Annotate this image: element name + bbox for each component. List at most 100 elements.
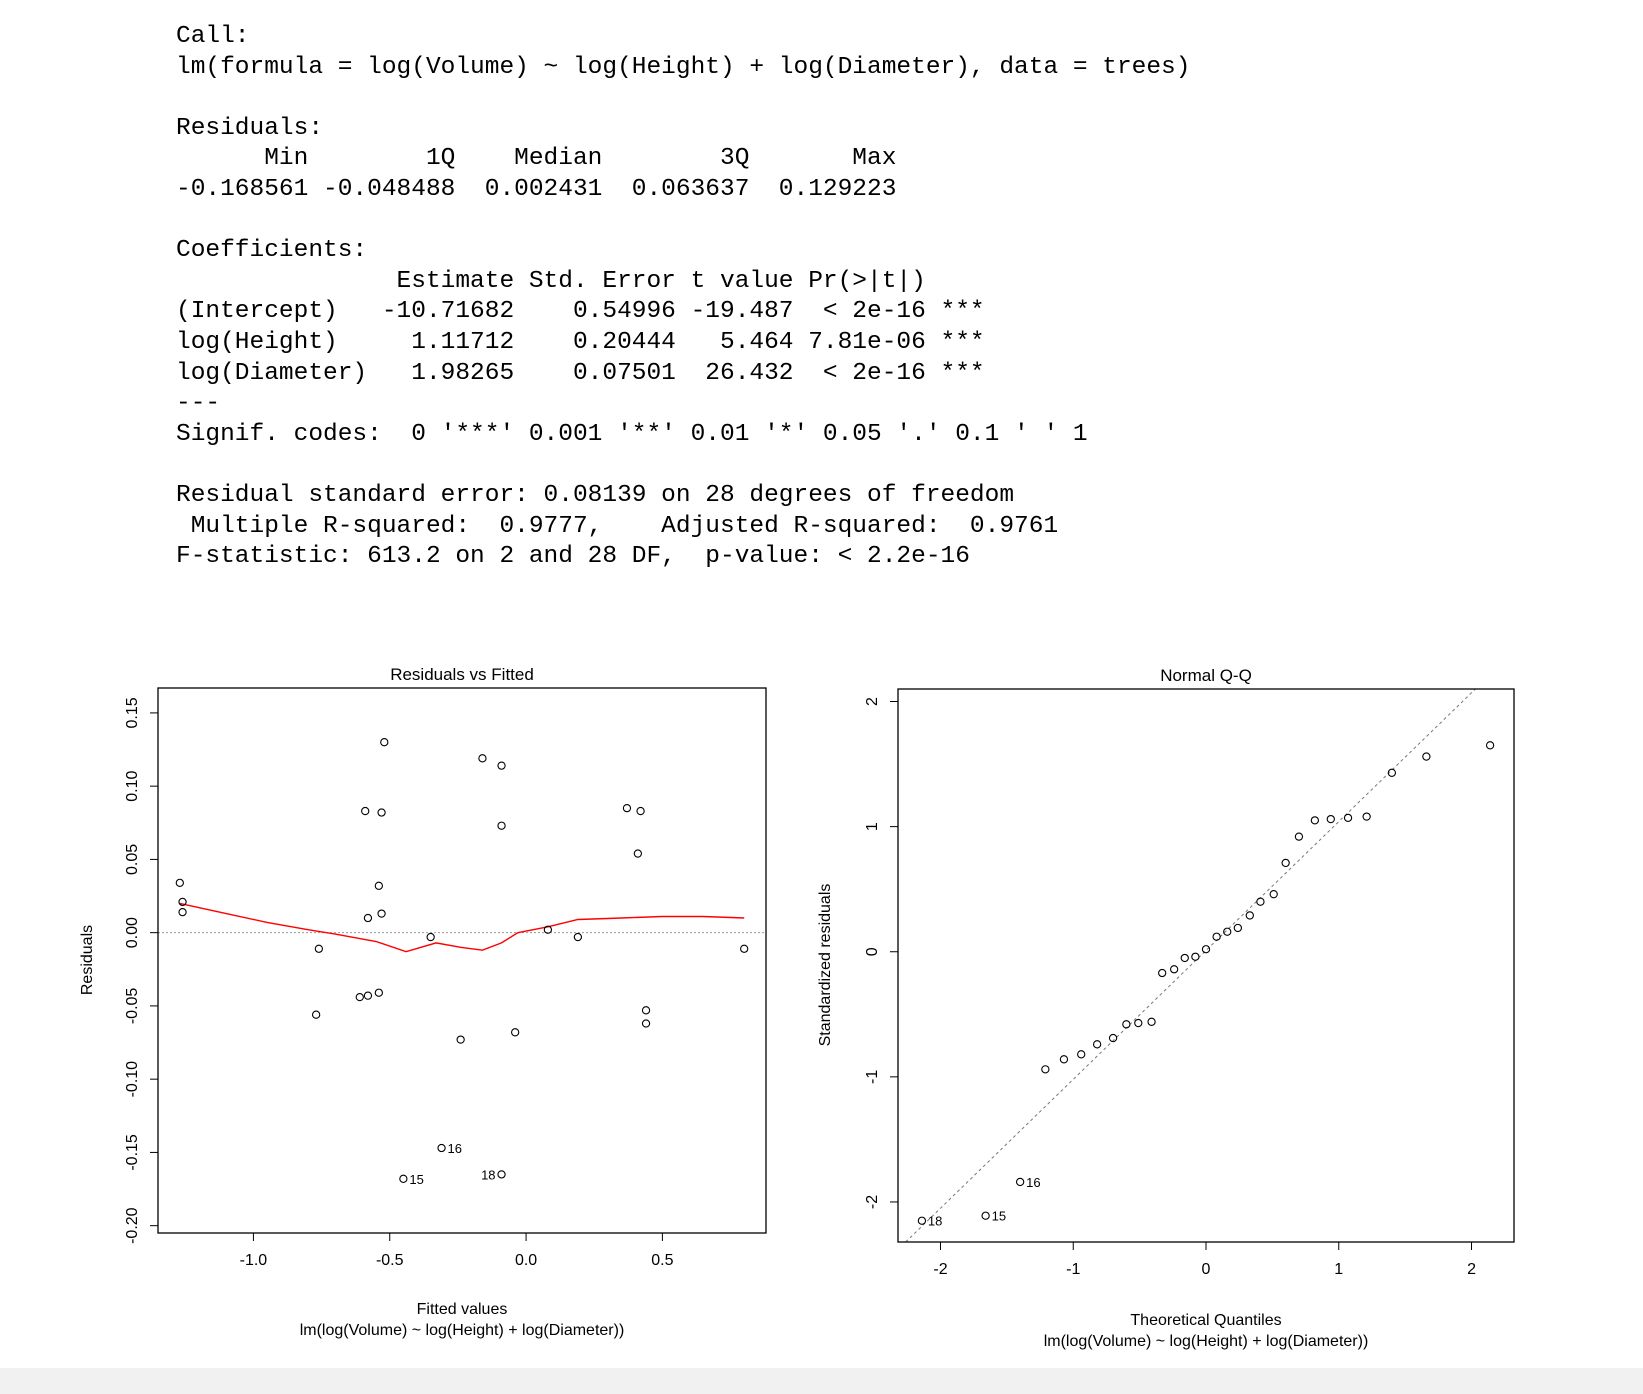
summary-line: Residual standard error: 0.08139 on 28 d… (176, 481, 1015, 509)
summary-line: log(Height) 1.11712 0.20444 5.464 7.81e-… (176, 328, 985, 356)
y-tick-label: -0.15 (124, 1134, 141, 1171)
y-tick-label: 2 (864, 697, 881, 706)
data-point (311, 1010, 321, 1019)
point-label: 16 (1026, 1175, 1040, 1190)
data-point (1387, 768, 1397, 777)
plot-marks: 18 15 16 (905, 688, 1495, 1243)
data-point (1223, 927, 1232, 936)
summary-line: Estimate Std. Error t value Pr(>|t|) (176, 267, 926, 295)
data-point (175, 878, 184, 888)
data-point (641, 1019, 651, 1028)
data-point (314, 944, 324, 953)
summary-line: F-statistic: 613.2 on 2 and 28 DF, p-val… (176, 543, 970, 571)
data-point (573, 932, 583, 942)
point-label: 15 (992, 1209, 1006, 1224)
data-point (355, 992, 364, 1002)
data-point (1134, 1018, 1143, 1028)
point-label: 18 (481, 1167, 495, 1182)
data-point (511, 1028, 520, 1037)
data-point (178, 908, 187, 917)
bottom-bar (0, 1368, 1643, 1394)
data-point (1041, 1065, 1050, 1074)
y-tick-label: -0.10 (124, 1061, 141, 1098)
x-axis-label: Fitted values (417, 1301, 508, 1318)
x-axis-sublabel: lm(log(Volume) ~ log(Height) + log(Diame… (300, 1322, 625, 1339)
data-point (1269, 890, 1278, 899)
data-point (641, 1006, 651, 1015)
data-point (497, 761, 506, 770)
data-point (1059, 1055, 1069, 1064)
x-axis-sublabel: lm(log(Volume) ~ log(Height) + log(Diame… (1044, 1333, 1369, 1350)
data-point (478, 754, 487, 763)
data-point (399, 1174, 408, 1183)
data-point (374, 881, 383, 890)
data-point (1485, 741, 1495, 750)
data-point (380, 738, 389, 747)
data-point (1233, 923, 1243, 933)
y-tick-label: -0.20 (124, 1207, 141, 1244)
x-tick-label: 0 (1202, 1261, 1211, 1278)
summary-line: Call: (176, 23, 250, 50)
data-point (1281, 858, 1290, 868)
data-point (1212, 932, 1221, 941)
data-point (1310, 816, 1320, 825)
y-tick-label: 0.15 (124, 697, 141, 728)
data-point (1108, 1033, 1118, 1043)
data-point (1180, 953, 1189, 963)
plot-box (897, 688, 1515, 1243)
data-point (1092, 1040, 1102, 1049)
y-tick-label: -1 (864, 1070, 881, 1084)
plot-title: Normal Q-Q (1160, 666, 1252, 685)
data-point (1343, 813, 1353, 823)
summary-line: Residuals: (176, 114, 324, 142)
data-point (1122, 1020, 1131, 1029)
x-tick-label: 2 (1467, 1261, 1476, 1278)
data-point (1362, 812, 1371, 821)
data-point (543, 925, 553, 934)
y-tick-label: 0.05 (124, 844, 141, 875)
data-point (917, 1216, 927, 1225)
summary-line: Signif. codes: 0 '***' 0.001 '**' 0.01 '… (176, 420, 1088, 448)
data-point (1256, 897, 1265, 906)
data-point (622, 803, 632, 813)
x-tick-label: -1.0 (240, 1252, 268, 1269)
data-point (1422, 752, 1431, 761)
summary-line: (Intercept) -10.71682 0.54996 -19.487 < … (176, 298, 985, 326)
smooth-line (179, 902, 745, 953)
data-point (1245, 911, 1254, 920)
data-point (1158, 968, 1167, 978)
x-tick-label: -0.5 (376, 1252, 404, 1269)
data-point (740, 944, 749, 953)
data-point (426, 932, 435, 942)
y-tick-label: 1 (864, 822, 881, 831)
data-point (497, 821, 506, 830)
y-axis: -0.20 -0.15 -0.10 -0.05 0.00 0.05 0.10 0.15 (124, 697, 159, 1244)
summary-line: Coefficients: (176, 237, 368, 265)
y-axis-label: Standardized residuals (817, 884, 834, 1047)
data-point (437, 1143, 446, 1153)
summary-line: --- (176, 390, 221, 418)
x-tick-label: -2 (933, 1261, 947, 1278)
data-point (497, 1170, 506, 1179)
data-point (1201, 945, 1211, 954)
data-point (981, 1211, 990, 1220)
data-point (374, 988, 383, 997)
data-point (377, 909, 386, 918)
x-tick-label: 0.5 (651, 1252, 673, 1269)
y-tick-label: 0 (864, 947, 881, 956)
y-axis-label: Residuals (79, 925, 96, 995)
y-tick-label: -2 (864, 1195, 881, 1209)
data-point (1077, 1050, 1086, 1059)
summary-line: lm(formula = log(Volume) ~ log(Height) +… (176, 53, 1191, 81)
data-point (178, 897, 187, 907)
qq-reference-line (905, 688, 1476, 1243)
summary-line: log(Diameter) 1.98265 0.07501 26.432 < 2… (176, 359, 985, 387)
data-point (636, 806, 645, 816)
r-summary-output: Call: lm(formula = log(Volume) ~ log(Heig… (176, 22, 1190, 573)
residuals-vs-fitted-plot: Residuals vs Fitted 15 16 18 -1.0 -0.5 0.0 0.… (79, 665, 767, 1339)
data-point (377, 808, 386, 817)
plot-title: Residuals vs Fitted (390, 665, 534, 684)
point-label: 16 (448, 1141, 462, 1156)
y-axis: -2 -1 0 1 2 (864, 697, 899, 1209)
x-tick-label: 0.0 (515, 1252, 537, 1269)
